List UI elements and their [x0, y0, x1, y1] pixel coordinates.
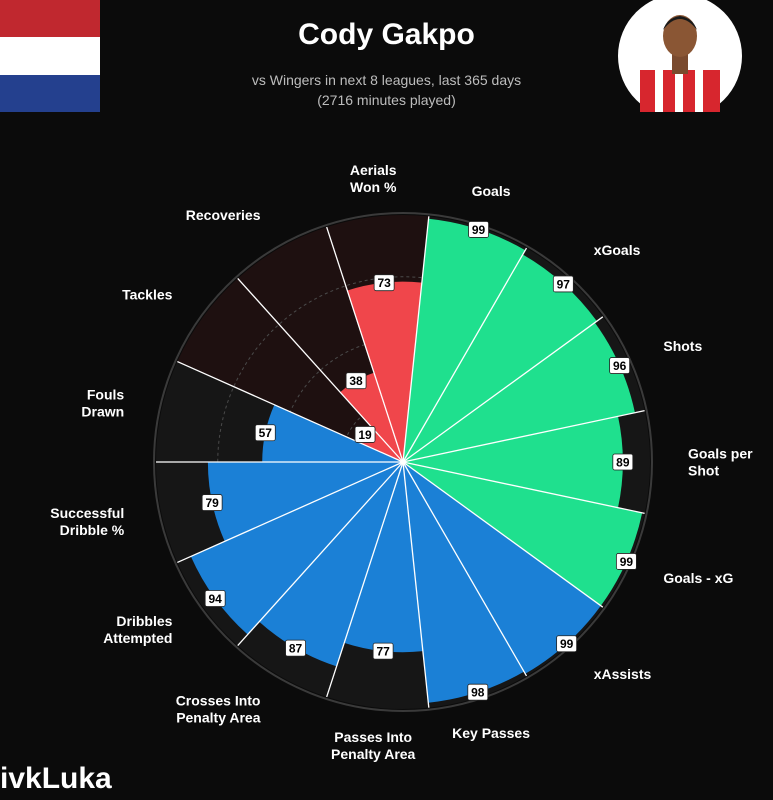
- subtitle-minutes: (2716 minutes played): [317, 92, 456, 108]
- subtitle-comparison: vs Wingers in next 8 leagues, last 365 d…: [251, 72, 522, 88]
- bar-crosses-into-penalty-area: [259, 462, 403, 667]
- category-label-fouls-drawn: Fouls: [87, 386, 125, 402]
- value-label: 94: [208, 592, 222, 606]
- separator-line: [326, 461, 404, 698]
- category-label-goals-per-shot: Shot: [688, 463, 719, 479]
- bar-shots: [403, 322, 635, 462]
- value-box: [467, 683, 489, 701]
- value-label: 99: [472, 223, 486, 237]
- value-box: [552, 275, 574, 293]
- value-label: 97: [557, 277, 571, 291]
- value-box: [468, 221, 489, 238]
- category-label-passes-into-penalty-area: Passes Into: [334, 729, 412, 745]
- category-label-goals: Goals: [472, 183, 511, 199]
- separator-line: [402, 461, 528, 677]
- category-label-goals-per-shot: Goals per: [688, 446, 753, 462]
- category-label-goals-xg: Goals - xG: [663, 570, 733, 586]
- bar-aerials-won: [347, 281, 422, 462]
- category-label-dribbles-attempted: Dribbles: [116, 613, 172, 629]
- value-box: [556, 635, 578, 653]
- value-box: [372, 642, 394, 660]
- separator-line: [402, 410, 645, 463]
- value-label: 77: [376, 645, 390, 659]
- value-box: [354, 426, 376, 443]
- separator-line: [177, 461, 404, 564]
- value-label: 98: [471, 686, 485, 700]
- value-box: [285, 639, 306, 657]
- separator-line: [326, 226, 404, 463]
- value-box: [615, 553, 637, 570]
- value-box: [201, 494, 223, 511]
- separator-line: [237, 461, 404, 646]
- bar-xassists: [403, 462, 601, 674]
- separator-line: [237, 278, 404, 463]
- value-label: 89: [616, 456, 630, 470]
- value-label: 19: [358, 428, 372, 442]
- bar-recoveries: [340, 372, 403, 462]
- separator-line: [402, 316, 604, 463]
- category-label-xassists: xAssists: [594, 666, 652, 682]
- value-label: 99: [620, 555, 634, 569]
- category-label-dribbles-attempted: Attempted: [103, 630, 172, 646]
- category-label-key-passes: Key Passes: [452, 725, 530, 741]
- separator-line: [402, 461, 604, 608]
- value-box: [373, 274, 395, 292]
- value-label: 96: [613, 359, 627, 373]
- category-label-crosses-into-penalty-area: Penalty Area: [176, 709, 261, 725]
- value-box: [612, 453, 634, 471]
- page-title: Cody Gakpo: [298, 18, 475, 51]
- category-label-crosses-into-penalty-area: Crosses Into: [176, 692, 261, 708]
- category-label-successful-dribble: Successful: [50, 505, 124, 521]
- netherlands-flag-icon: [0, 0, 100, 112]
- category-label-aerials-won: Won %: [350, 179, 397, 195]
- watermark: ivkLuka: [0, 762, 112, 795]
- separator-line: [177, 360, 404, 463]
- bar-goals: [403, 218, 526, 462]
- separator-line: [402, 461, 430, 708]
- value-label: 38: [349, 374, 363, 388]
- bar-successful-dribble: [207, 462, 403, 542]
- category-label-fouls-drawn: Drawn: [81, 403, 124, 419]
- bar-passes-into-penalty-area: [344, 462, 423, 653]
- track-tackles: [177, 278, 403, 462]
- chart-outer-ring: [153, 212, 653, 712]
- value-label: 73: [377, 276, 391, 290]
- separator-line: [402, 461, 645, 514]
- value-box: [254, 424, 276, 442]
- category-label-shots: Shots: [663, 338, 702, 354]
- value-label: 87: [289, 642, 303, 656]
- value-label: 99: [560, 637, 574, 651]
- bar-fouls-drawn: [262, 404, 403, 462]
- category-label-aerials-won: Aerials: [350, 162, 397, 178]
- separator-line: [402, 247, 528, 463]
- category-label-passes-into-penalty-area: Penalty Area: [331, 746, 416, 762]
- category-label-recoveries: Recoveries: [186, 207, 261, 223]
- value-box: [204, 590, 226, 607]
- value-box: [345, 372, 367, 390]
- bar-key-passes: [403, 462, 525, 703]
- bar-goals-xg: [403, 462, 643, 606]
- category-label-successful-dribble: Dribble %: [60, 522, 125, 538]
- value-label: 57: [259, 426, 273, 440]
- separator-line: [402, 216, 430, 463]
- bar-goals-per-shot: [403, 416, 623, 508]
- category-label-xgoals: xGoals: [594, 242, 641, 258]
- player-photo: [618, 0, 742, 112]
- bar-xgoals: [403, 254, 597, 462]
- category-label-tackles: Tackles: [122, 286, 173, 302]
- bar-dribbles-attempted: [190, 462, 403, 635]
- value-label: 79: [205, 496, 219, 510]
- value-box: [609, 357, 631, 374]
